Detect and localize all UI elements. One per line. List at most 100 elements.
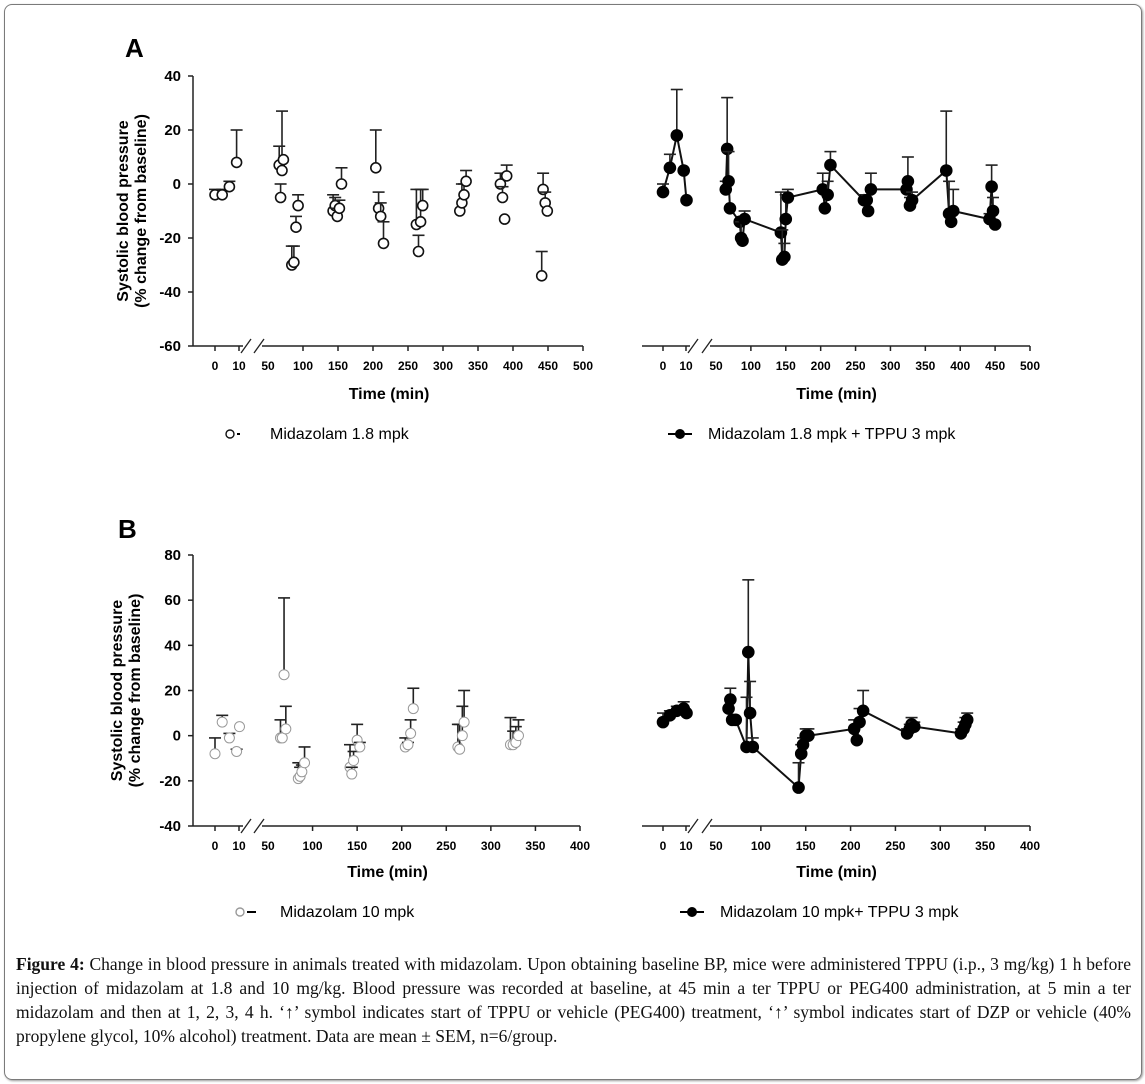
x-tick-label: 0 — [660, 359, 667, 373]
axis-break-mark — [701, 818, 713, 834]
y-axis-title-line2: (% change from baseline) — [133, 114, 150, 308]
axis-break-mark — [253, 338, 265, 354]
x-tick-label: 300 — [481, 839, 501, 853]
data-point — [216, 716, 228, 728]
data-point — [792, 781, 805, 794]
x-axis-title: Time (min) — [347, 864, 428, 881]
data-point — [230, 156, 243, 169]
x-tick-label: 400 — [503, 359, 523, 373]
data-point — [824, 158, 837, 172]
axis-break-mark — [687, 818, 699, 834]
y-tick-label: -20 — [159, 773, 181, 790]
y-axis-title-line2: (% change from baseline) — [127, 594, 144, 788]
x-tick-label: 400 — [570, 839, 590, 853]
x-tick-label: 150 — [328, 359, 348, 373]
x-tick-label: 200 — [392, 839, 412, 853]
y-tick-label: -60 — [159, 338, 181, 355]
data-point — [335, 178, 348, 190]
series-line — [727, 652, 969, 790]
y-axis-title: Systolic blood pressure(% change from ba… — [109, 594, 144, 788]
data-point — [299, 757, 311, 769]
x-tick-label: 250 — [436, 839, 456, 853]
data-point — [861, 204, 875, 218]
x-tick-label: 0 — [212, 359, 219, 373]
subplot-b-right: 0 10 50 100 150 200 250 300 350 400 Time (min) Mida… — [642, 579, 1040, 921]
data-point — [416, 199, 429, 212]
data-point — [821, 188, 834, 202]
data-point — [663, 161, 677, 175]
y-axis-title-line1: Systolic blood pressure — [115, 120, 132, 301]
data-point — [374, 210, 387, 223]
panel-label-a: A — [125, 33, 144, 63]
data-point — [986, 204, 1000, 218]
data-point — [723, 202, 737, 215]
legend-marker — [225, 429, 235, 439]
figure-caption: Figure 4: Change in blood pressure in an… — [16, 952, 1131, 1048]
data-point — [541, 205, 554, 217]
x-tick-label: 100 — [751, 839, 771, 853]
data-point — [354, 741, 366, 753]
x-tick-label: 450 — [985, 359, 1005, 373]
data-point — [276, 732, 288, 744]
data-point — [402, 739, 414, 751]
x-tick-label: 250 — [885, 839, 905, 853]
x-tick-label: 250 — [398, 359, 418, 373]
x-tick-label: 450 — [538, 359, 558, 373]
x-tick-label: 100 — [293, 359, 313, 373]
data-point — [277, 153, 290, 166]
legend-label: Midazolam 1.8 mpk + TPPU 3 mpk — [708, 426, 956, 443]
data-point — [779, 212, 793, 226]
data-point — [377, 237, 390, 250]
x-tick-label: 10 — [232, 359, 246, 373]
data-point — [500, 170, 513, 182]
data-point — [853, 715, 866, 729]
data-point — [677, 164, 691, 177]
y-tick-label: -20 — [159, 230, 181, 247]
axis-break-mark — [701, 338, 713, 354]
data-point — [346, 768, 358, 780]
subplot-a-right: 0 10 50 100 150 200 250 300 350 400 450 500 Time (mi… — [642, 88, 1040, 443]
x-tick-label: 350 — [525, 839, 545, 853]
x-tick-label: 0 — [660, 839, 667, 853]
x-axis-title: Time (min) — [349, 386, 430, 403]
x-tick-label: 350 — [468, 359, 488, 373]
x-tick-label: 50 — [261, 839, 275, 853]
x-tick-label: 500 — [1020, 359, 1040, 373]
x-tick-label: 350 — [975, 839, 995, 853]
data-point — [901, 175, 915, 188]
data-point — [818, 202, 832, 215]
x-tick-label: 150 — [796, 839, 816, 853]
data-point — [680, 706, 693, 720]
y-tick-label: 60 — [164, 592, 181, 609]
data-point — [209, 748, 221, 760]
x-tick-label: 350 — [915, 359, 935, 373]
data-point — [738, 212, 751, 226]
legend-label: Midazolam 1.8 mpk — [270, 426, 410, 443]
y-tick-label: 20 — [164, 122, 181, 139]
data-point — [774, 226, 788, 239]
x-tick-label: 250 — [846, 359, 866, 373]
data-point — [720, 142, 734, 156]
data-point — [458, 716, 470, 728]
x-tick-label: 100 — [741, 359, 761, 373]
data-point — [414, 216, 427, 228]
x-tick-label: 400 — [950, 359, 970, 373]
data-point — [231, 745, 243, 757]
figure-frame — [4, 4, 1142, 1080]
y-tick-label: -40 — [159, 818, 181, 835]
x-tick-label: 300 — [930, 839, 950, 853]
x-tick-label: 50 — [709, 359, 723, 373]
data-point — [223, 732, 235, 744]
y-tick-label: 80 — [164, 547, 181, 564]
panel-label-b: B — [118, 514, 137, 544]
legend-marker — [687, 907, 697, 917]
data-point — [939, 164, 953, 177]
data-point — [907, 720, 921, 733]
y-axis-title: Systolic blood pressure(% change from ba… — [115, 114, 150, 308]
legend: Midazolam 1.8 mpk — [225, 426, 410, 443]
data-point — [288, 256, 300, 269]
data-point — [743, 706, 757, 720]
